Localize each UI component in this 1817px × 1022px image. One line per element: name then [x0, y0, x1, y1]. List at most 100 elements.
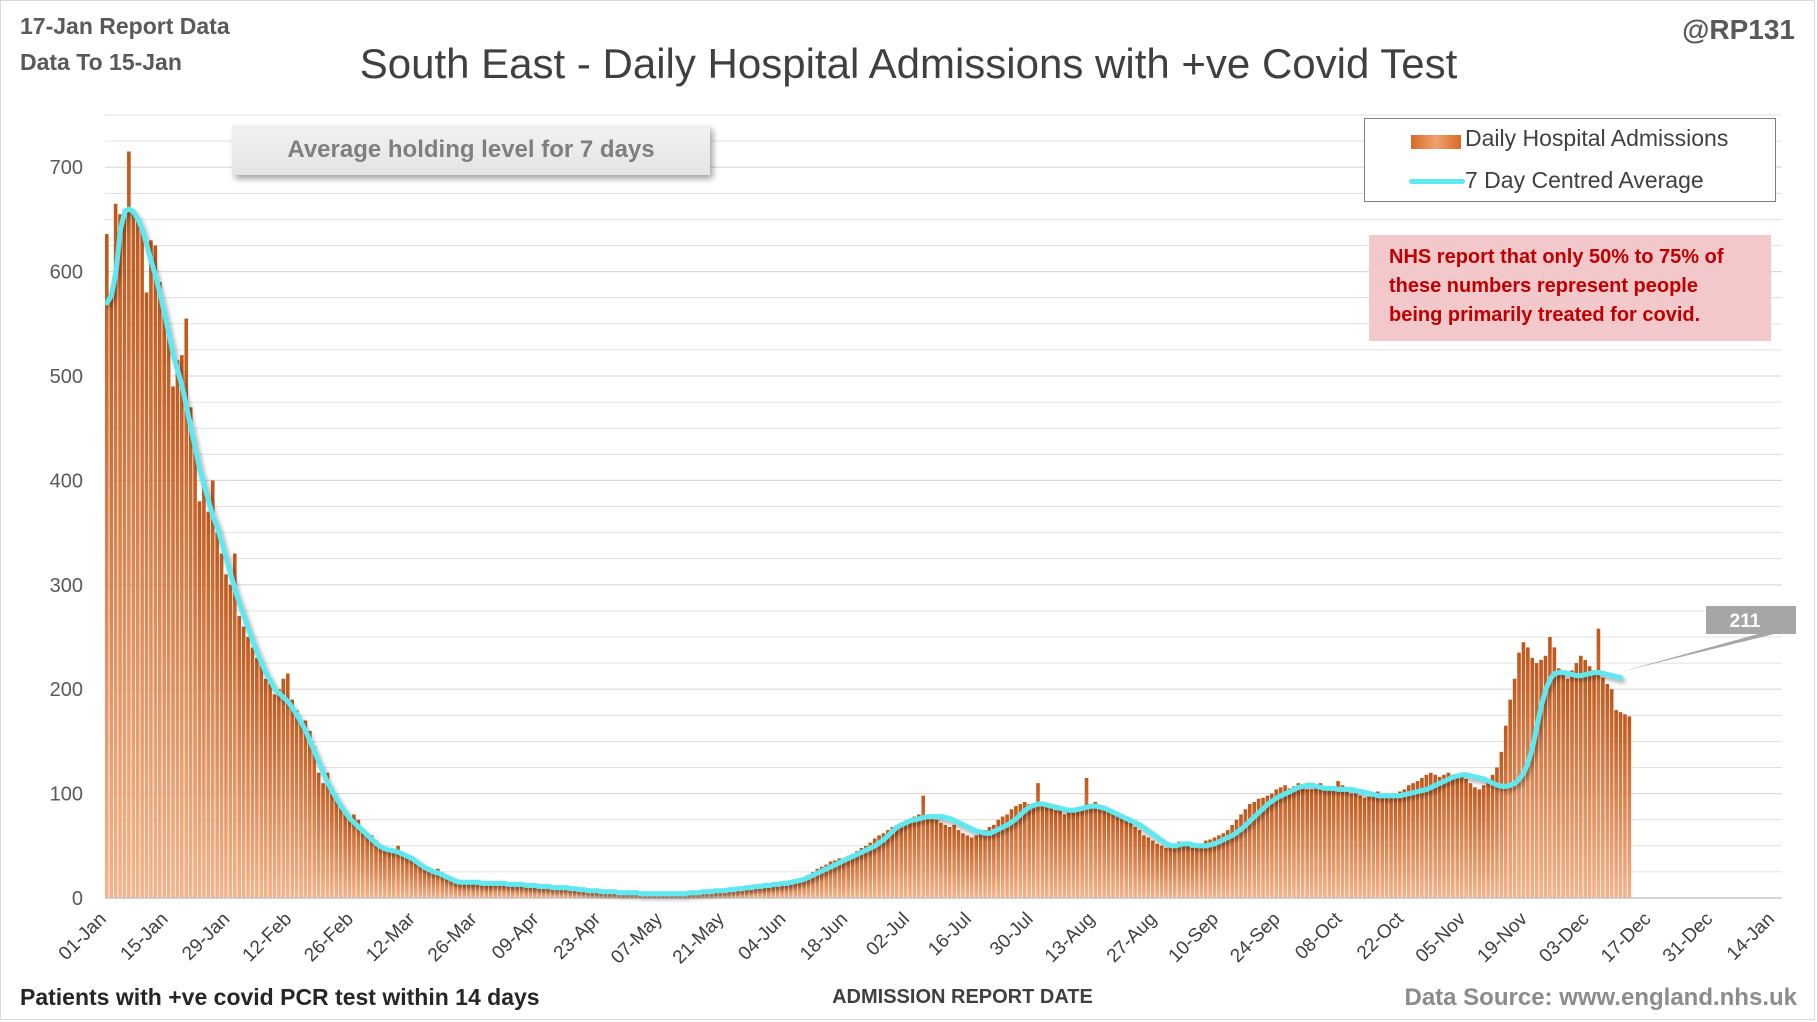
bar	[1018, 804, 1023, 898]
bar	[444, 877, 449, 898]
bar	[546, 886, 550, 898]
bar	[1261, 797, 1265, 898]
bar	[1252, 801, 1257, 898]
bar	[1080, 806, 1084, 898]
bar	[616, 892, 621, 898]
bar	[1309, 789, 1314, 898]
bar	[259, 663, 264, 898]
bar	[1256, 798, 1261, 898]
bar	[418, 866, 422, 898]
y-tick-label: 700	[50, 157, 83, 179]
bar	[1340, 785, 1345, 898]
bar	[1433, 774, 1437, 898]
bar	[586, 890, 590, 898]
bar	[1058, 809, 1062, 898]
bar	[131, 211, 136, 899]
bar	[563, 886, 568, 898]
bar	[175, 360, 180, 899]
bar	[1614, 710, 1618, 898]
bar	[118, 214, 122, 898]
bar	[943, 824, 948, 898]
bar	[1358, 795, 1362, 898]
x-tick-label: 31-Dec	[1659, 909, 1717, 967]
bar	[374, 840, 378, 898]
bar	[1384, 795, 1389, 898]
bar	[1243, 809, 1248, 898]
bar	[983, 830, 987, 898]
legend-line-swatch	[1409, 179, 1465, 184]
bar	[422, 868, 427, 898]
x-tick-label: 17-Dec	[1597, 909, 1655, 967]
bar	[731, 889, 736, 898]
bar	[1508, 699, 1513, 898]
bar	[1548, 637, 1552, 898]
bar	[210, 480, 215, 898]
x-tick-label: 19-Nov	[1474, 908, 1533, 967]
bar	[321, 783, 325, 898]
bar	[740, 888, 745, 898]
bar	[974, 835, 979, 898]
bar	[180, 355, 184, 898]
bar	[171, 386, 175, 898]
bar	[1133, 827, 1137, 898]
bar	[427, 869, 431, 898]
bar	[1574, 663, 1579, 898]
bar	[431, 871, 436, 898]
bar	[1592, 670, 1596, 898]
bar	[864, 845, 868, 898]
bar	[758, 885, 762, 898]
bar	[811, 871, 815, 898]
bar	[1283, 785, 1287, 898]
bar	[537, 885, 542, 898]
x-tick-label: 07-May	[607, 908, 667, 968]
bar	[263, 678, 268, 898]
bar	[647, 894, 652, 898]
bar	[409, 858, 414, 898]
bar	[612, 892, 617, 898]
bar	[202, 480, 206, 898]
bar	[678, 894, 683, 898]
y-tick-label: 0	[72, 888, 83, 910]
data-source: Data Source: www.england.nhs.uk	[1404, 984, 1797, 1011]
bar	[1464, 778, 1468, 898]
bar	[780, 883, 784, 898]
bar	[890, 827, 895, 898]
bar	[294, 710, 299, 898]
bar	[1208, 839, 1212, 898]
bar	[1561, 673, 1565, 898]
bar	[237, 616, 242, 898]
bar	[881, 833, 886, 898]
bar	[819, 866, 824, 898]
bar	[1477, 789, 1482, 898]
bar	[511, 884, 515, 898]
x-tick-label: 15-Jan	[117, 909, 173, 965]
nhs-note-line-3: being primarily treated for covid.	[1389, 304, 1701, 326]
bar	[899, 822, 903, 898]
bar	[555, 885, 559, 898]
bar	[488, 885, 493, 898]
bar	[833, 860, 837, 898]
bar	[471, 884, 475, 898]
x-tick-label: 13-Aug	[1041, 909, 1099, 967]
bar	[797, 879, 802, 898]
bar	[1336, 781, 1340, 898]
bar	[1486, 781, 1490, 898]
bar	[157, 282, 162, 898]
bar	[1424, 774, 1429, 898]
bar	[515, 883, 520, 898]
x-tick-label: 16-Jul	[924, 909, 975, 960]
bar	[162, 313, 166, 898]
bar	[1411, 783, 1415, 898]
bar	[700, 891, 705, 898]
bar	[841, 858, 846, 898]
bar	[1331, 787, 1336, 898]
bar	[268, 683, 272, 898]
bar	[480, 883, 484, 898]
bar	[846, 856, 851, 898]
bar	[184, 318, 189, 899]
bar	[219, 553, 224, 898]
bar	[1124, 819, 1129, 898]
bar	[1402, 789, 1407, 898]
y-tick-label: 200	[50, 679, 83, 701]
bar	[691, 892, 696, 898]
